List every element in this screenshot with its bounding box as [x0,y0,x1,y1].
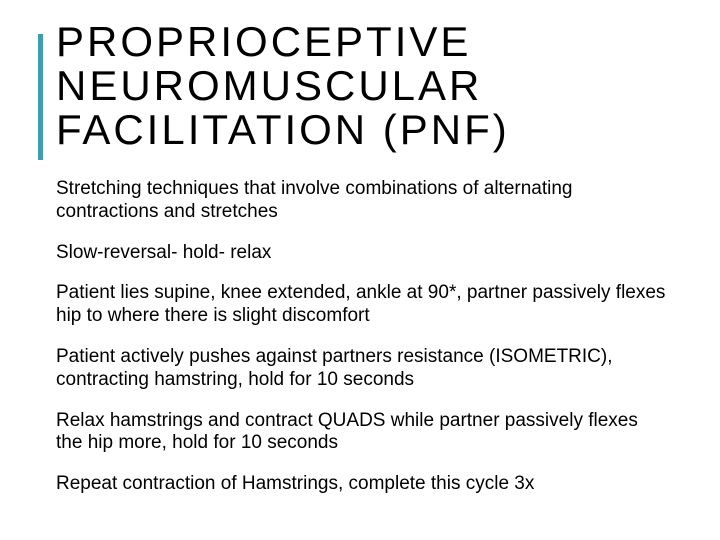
body-paragraph: Relax hamstrings and contract QUADS whil… [56,410,668,456]
slide: PROPRIOCEPTIVE NEUROMUSCULAR FACILITATIO… [0,0,720,540]
title-accent-bar [38,34,43,160]
body-paragraph: Stretching techniques that involve combi… [56,178,668,224]
body-paragraph: Patient actively pushes against partners… [56,346,668,392]
slide-title: PROPRIOCEPTIVE NEUROMUSCULAR FACILITATIO… [56,20,676,152]
body-paragraph: Slow-reversal- hold- relax [56,242,668,265]
body-paragraph: Patient lies supine, knee extended, ankl… [56,282,668,328]
slide-body: Stretching techniques that involve combi… [56,178,668,514]
body-paragraph: Repeat contraction of Hamstrings, comple… [56,473,668,496]
